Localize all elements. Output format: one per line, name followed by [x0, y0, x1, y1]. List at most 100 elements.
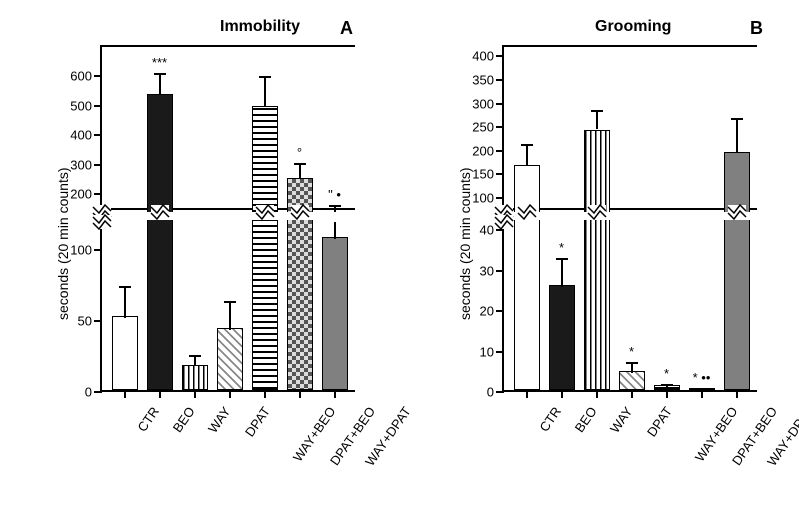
- significance-marker: *: [664, 366, 669, 381]
- y-tick-label: 50: [78, 314, 92, 329]
- y-tick-label: 600: [70, 69, 92, 84]
- bar: [584, 130, 610, 213]
- y-tick: [496, 150, 504, 152]
- x-tick-label: DPAT: [643, 404, 674, 439]
- bar: [217, 328, 243, 390]
- bar: [182, 365, 208, 391]
- x-tick: [334, 390, 336, 398]
- y-tick: [94, 391, 102, 393]
- bar: [252, 106, 278, 212]
- significance-marker: °: [297, 145, 302, 160]
- panel-a-letter: A: [340, 18, 353, 39]
- bar: [147, 220, 173, 390]
- y-tick-label: 10: [480, 344, 494, 359]
- axis-break-icon: [291, 205, 309, 219]
- x-tick-label: DPAT: [241, 404, 272, 439]
- error-cap: [119, 286, 131, 288]
- bar: [147, 94, 173, 212]
- y-tick: [496, 173, 504, 175]
- x-tick: [264, 390, 266, 398]
- x-tick: [561, 390, 563, 398]
- y-tick-label: 200: [472, 143, 494, 158]
- panel-a-upper-plot: 200300400500600***°" •: [100, 45, 355, 210]
- y-tick-label: 0: [85, 385, 92, 400]
- y-tick-label: 40: [480, 223, 494, 238]
- axis-break-icon: [588, 205, 606, 219]
- y-tick: [94, 105, 102, 107]
- x-tick-label: WAY: [205, 404, 233, 436]
- panel-b-lower-plot: 010203040CTR*BEOWAY*DPAT*WAY+BEO* ••DPAT…: [502, 222, 757, 392]
- error-cap: [294, 163, 306, 165]
- error-cap: [556, 258, 568, 260]
- axis-break-icon: [256, 205, 274, 219]
- y-tick-label: 400: [70, 128, 92, 143]
- panel-b-ylabel: seconds (20 min counts): [457, 167, 473, 320]
- error-bar: [299, 163, 301, 178]
- x-tick: [596, 390, 598, 398]
- bar: [724, 220, 750, 390]
- y-tick-label: 30: [480, 263, 494, 278]
- y-tick-label: 400: [472, 49, 494, 64]
- axis-break-icon: [93, 215, 111, 229]
- panel-a-lower-plot: 050100CTRBEOWAYDPATWAY+BEODPAT+BEOWAY+DP…: [100, 222, 355, 392]
- error-bar: [124, 286, 126, 319]
- significance-marker: * ••: [693, 370, 711, 385]
- error-cap: [189, 355, 201, 357]
- bar: [584, 220, 610, 390]
- error-cap: [259, 76, 271, 78]
- y-tick: [94, 134, 102, 136]
- bar: [514, 220, 540, 390]
- error-cap: [591, 110, 603, 112]
- bar: [619, 371, 645, 390]
- significance-marker: *: [559, 240, 564, 255]
- y-tick: [94, 193, 102, 195]
- error-cap: [329, 205, 341, 207]
- panel-a-ylabel: seconds (20 min counts): [55, 167, 71, 320]
- error-bar: [561, 258, 563, 286]
- x-tick-label: CTR: [134, 404, 162, 434]
- significance-marker: " •: [328, 187, 341, 202]
- significance-marker: ***: [152, 55, 167, 70]
- y-tick-label: 300: [70, 157, 92, 172]
- error-bar: [736, 118, 738, 152]
- error-cap: [521, 144, 533, 146]
- panel-b-title: Grooming: [595, 18, 671, 36]
- y-tick-label: 200: [70, 187, 92, 202]
- bar: [112, 316, 138, 390]
- panel-a-title: Immobility: [220, 18, 300, 36]
- y-tick-label: 20: [480, 304, 494, 319]
- x-tick-label: CTR: [536, 404, 564, 434]
- y-tick-label: 300: [472, 96, 494, 111]
- panel-b-letter: B: [750, 18, 763, 39]
- panel-b-upper-plot: 100150200250300350400: [502, 45, 757, 210]
- x-tick: [229, 390, 231, 398]
- axis-break-icon: [728, 205, 746, 219]
- y-tick-label: 350: [472, 73, 494, 88]
- bar: [322, 237, 348, 390]
- y-tick: [496, 197, 504, 199]
- x-tick: [736, 390, 738, 398]
- error-cap: [224, 301, 236, 303]
- error-cap: [626, 362, 638, 364]
- error-bar: [526, 144, 528, 165]
- error-bar: [264, 76, 266, 106]
- y-tick: [496, 55, 504, 57]
- bar: [549, 285, 575, 390]
- y-tick: [496, 391, 504, 393]
- y-tick: [94, 164, 102, 166]
- error-cap: [154, 73, 166, 75]
- significance-marker: *: [629, 344, 634, 359]
- bar: [287, 220, 313, 390]
- y-tick: [94, 320, 102, 322]
- x-tick: [124, 390, 126, 398]
- error-bar: [334, 222, 336, 239]
- axis-break-icon: [495, 215, 513, 229]
- y-tick: [496, 351, 504, 353]
- y-tick-label: 100: [472, 190, 494, 205]
- y-tick-label: 250: [472, 120, 494, 135]
- x-tick: [631, 390, 633, 398]
- x-tick: [701, 390, 703, 398]
- y-tick-label: 100: [70, 243, 92, 258]
- x-tick-label: BEO: [169, 404, 197, 435]
- x-tick: [159, 390, 161, 398]
